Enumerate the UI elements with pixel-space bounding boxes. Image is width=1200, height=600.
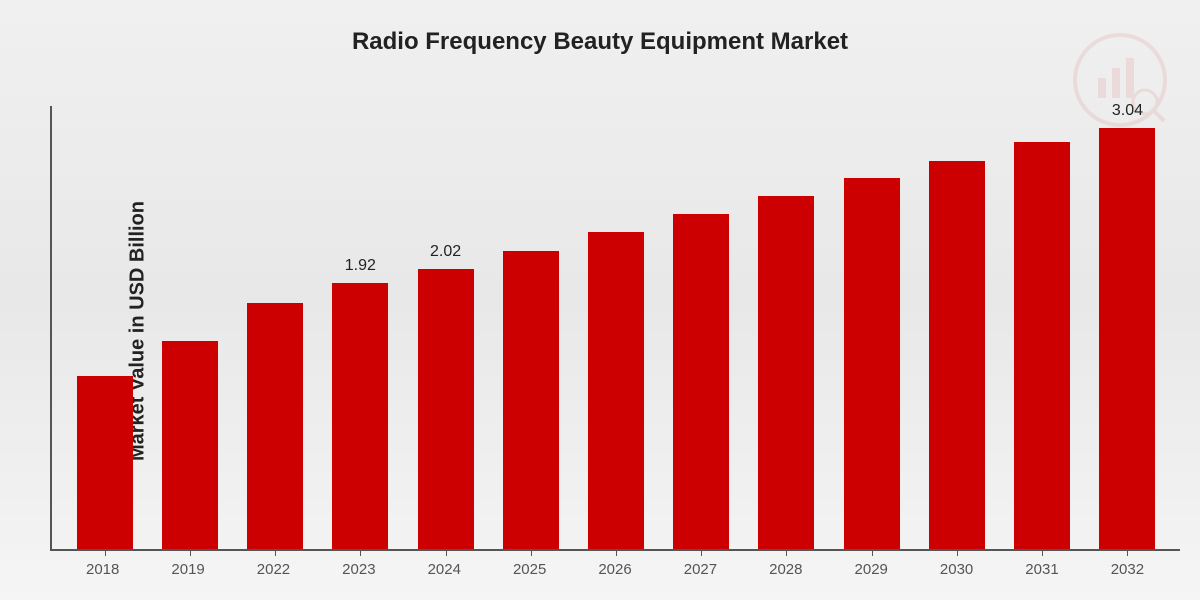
bars-container: 1.922.02 3.04	[52, 106, 1180, 549]
bar	[332, 283, 388, 549]
plot-area: 1.922.02 3.04	[50, 106, 1180, 551]
x-axis-label: 2027	[658, 551, 743, 596]
x-axis-label: 2032	[1085, 551, 1170, 596]
bar-group	[1000, 106, 1085, 549]
bar	[673, 214, 729, 549]
bar	[758, 196, 814, 549]
x-axis-label: 2028	[743, 551, 828, 596]
bar-group	[573, 106, 658, 549]
x-axis-label: 2030	[914, 551, 999, 596]
x-axis-label: 2031	[999, 551, 1084, 596]
x-axis-label: 2025	[487, 551, 572, 596]
bar	[588, 232, 644, 549]
x-axis-label: 2029	[829, 551, 914, 596]
bar	[503, 251, 559, 549]
x-axis-label: 2024	[402, 551, 487, 596]
bar-group: 3.04	[1085, 106, 1170, 549]
bar	[418, 269, 474, 549]
bar-value-label: 3.04	[1085, 102, 1170, 120]
bar	[77, 376, 133, 549]
bar-group	[147, 106, 232, 549]
x-axis-label: 2026	[572, 551, 657, 596]
bar	[929, 161, 985, 549]
bar	[247, 303, 303, 549]
x-axis-label: 2018	[60, 551, 145, 596]
bar	[162, 341, 218, 549]
x-axis-label: 2019	[145, 551, 230, 596]
chart-container: Market Value in USD Billion 1.922.023.04…	[0, 66, 1200, 596]
bar-group	[62, 106, 147, 549]
bar-group	[659, 106, 744, 549]
x-axis-label: 2023	[316, 551, 401, 596]
bar-group	[829, 106, 914, 549]
x-axis-label: 2022	[231, 551, 316, 596]
bar-group	[914, 106, 999, 549]
bar	[1099, 128, 1155, 549]
bar-group: 1.92	[318, 106, 403, 549]
bar-value-label: 2.02	[403, 243, 488, 261]
bar-group	[232, 106, 317, 549]
bar-group: 2.02	[403, 106, 488, 549]
bar-group	[488, 106, 573, 549]
x-axis-labels: 2018201920222023202420252026202720282029…	[50, 551, 1180, 596]
chart-title: Radio Frequency Beauty Equipment Market	[0, 0, 1200, 66]
bar-value-label: 1.92	[318, 257, 403, 275]
bar	[844, 178, 900, 549]
bar	[1014, 142, 1070, 549]
bar-group	[744, 106, 829, 549]
